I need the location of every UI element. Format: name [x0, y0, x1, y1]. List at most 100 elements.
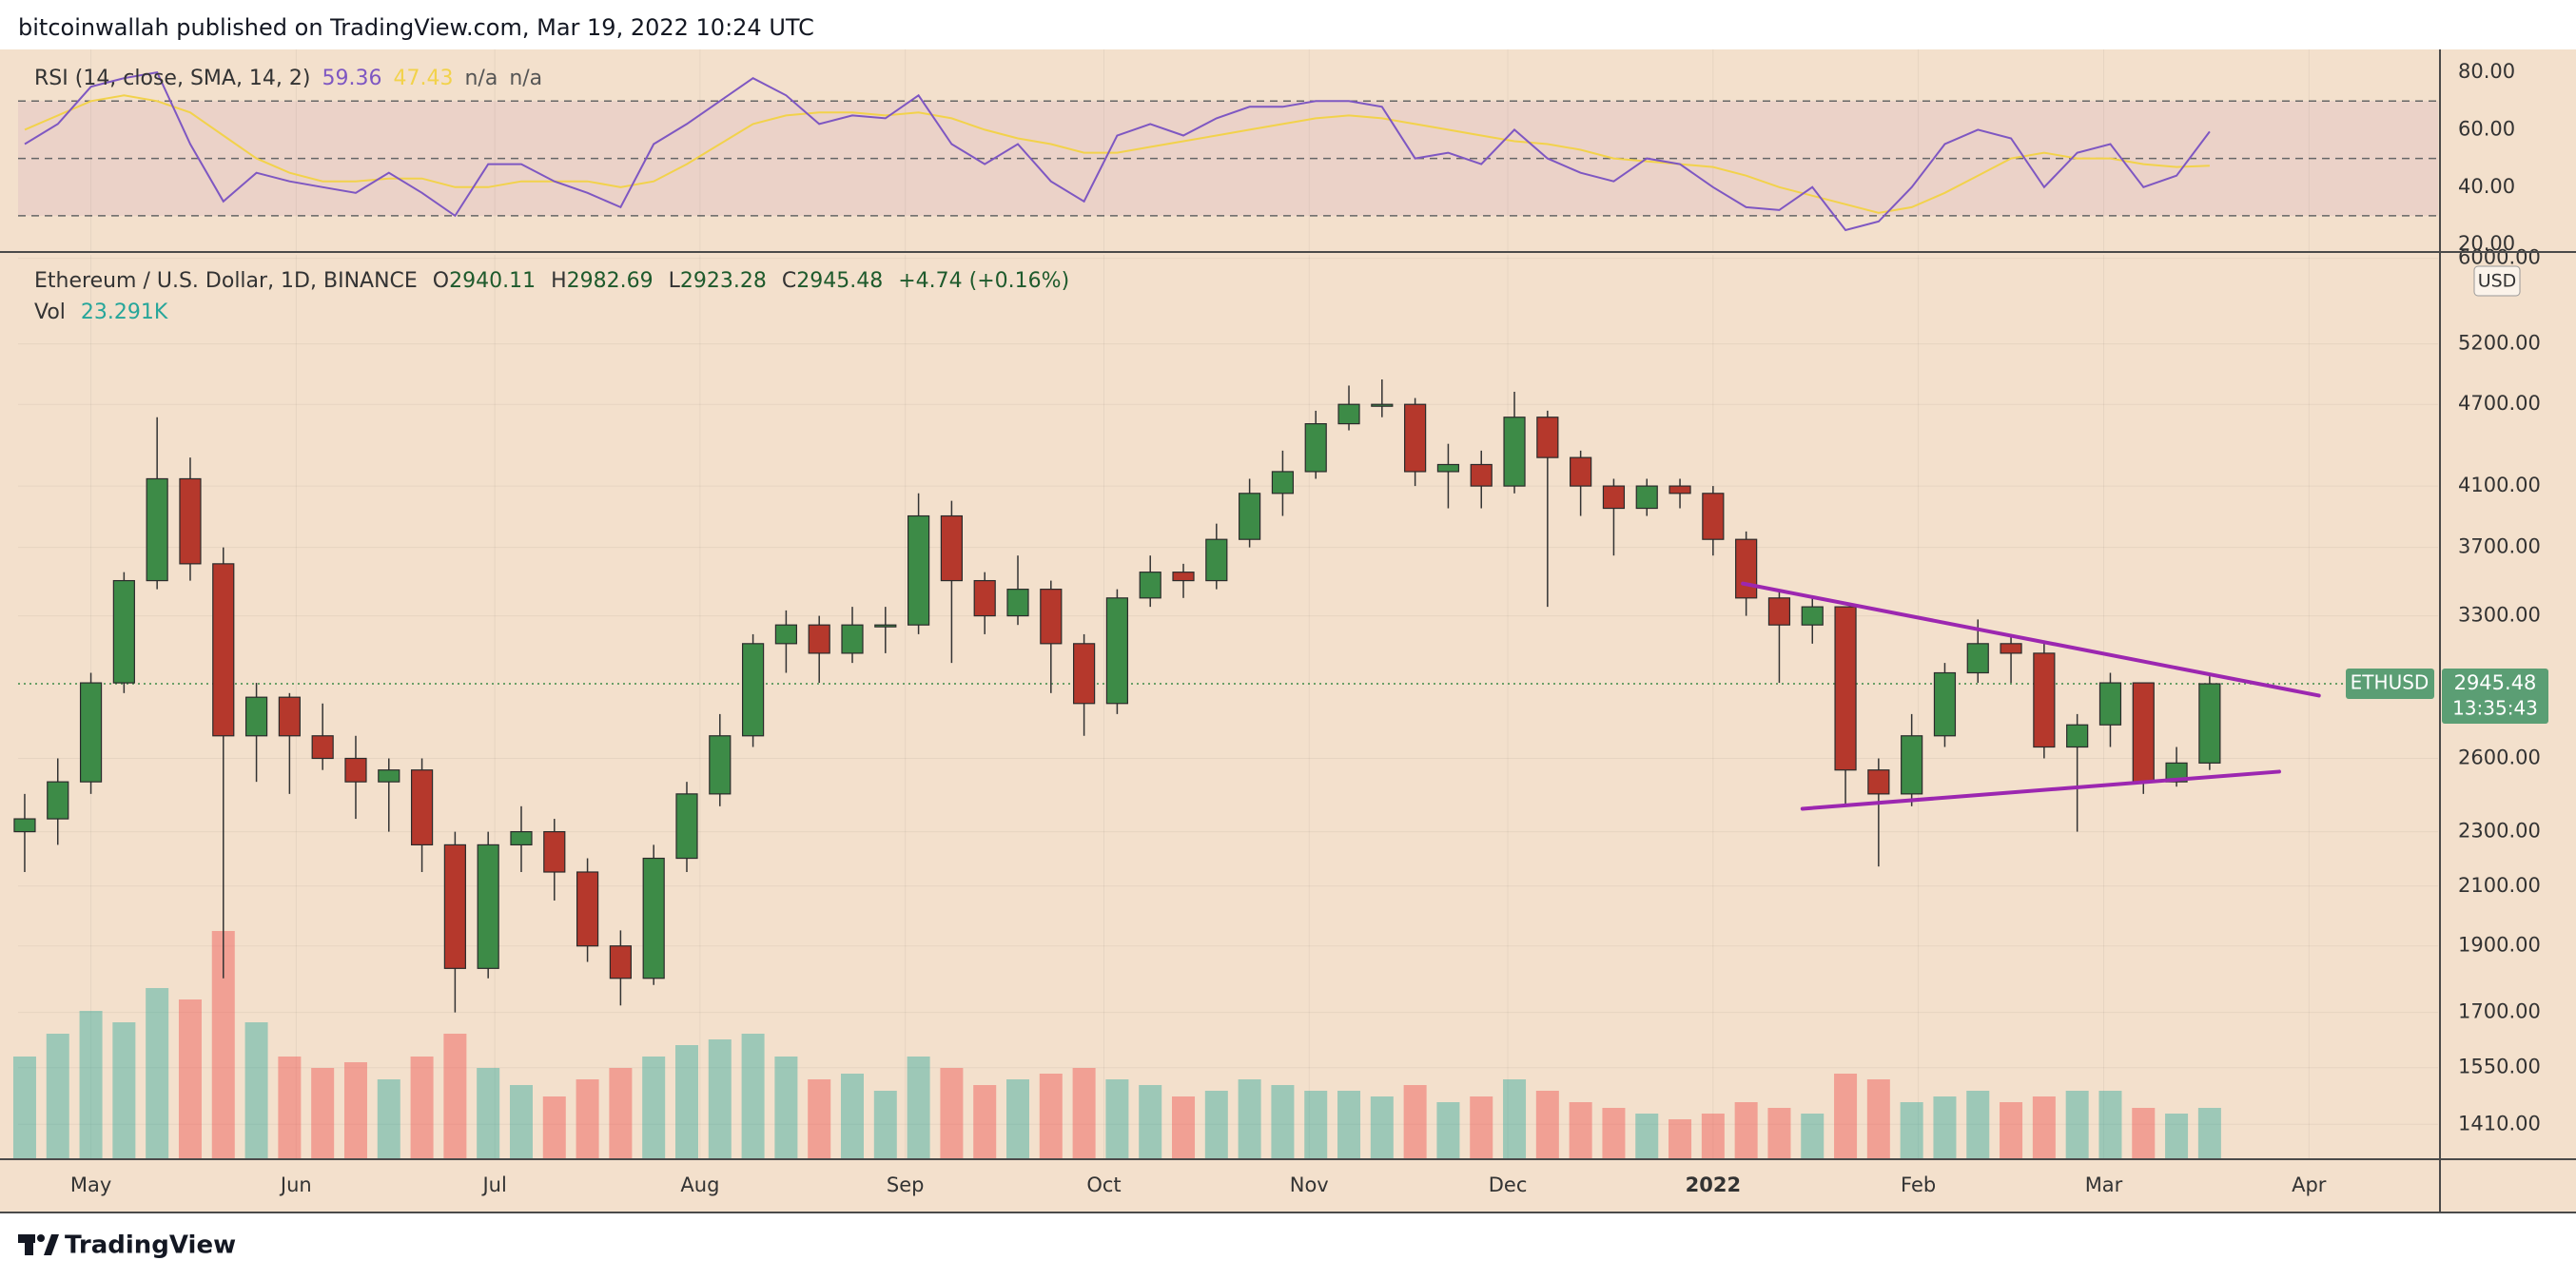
volume-bar [1403, 1085, 1427, 1159]
candle-body [79, 682, 103, 783]
chart-background [0, 49, 2576, 1212]
y-tick-label: 1550.00 [2458, 1056, 2541, 1078]
y-tick-label: 6000.00 [2458, 246, 2541, 269]
candle-body [344, 757, 367, 783]
candle-body [510, 830, 533, 846]
volume-bar [1569, 1102, 1592, 1159]
price-pane: May Jun Jul Aug Sep Oct Nov Dec 2022 Feb Mar Apr 600… [12, 246, 2548, 1196]
logo-stem [25, 1234, 33, 1255]
volume-bar [244, 1022, 268, 1159]
volume-bar [1933, 1096, 1957, 1159]
x-tick-label: Apr [2292, 1173, 2327, 1196]
candle-body [1239, 493, 1261, 540]
candle-body [1105, 597, 1129, 705]
ohlc-legend-label: C [782, 269, 796, 293]
volume-bar [873, 1091, 897, 1159]
candle-body [1536, 417, 1559, 458]
volume-bar [1470, 1096, 1493, 1159]
rsi-legend-value: n/a [509, 67, 542, 90]
candle-body [973, 579, 996, 617]
candle-body [47, 781, 69, 820]
ohlc-legend-value: 2940.11 [449, 269, 536, 293]
volume-bar [808, 1079, 831, 1159]
candle-body [410, 769, 434, 846]
volume-bar [79, 1011, 103, 1159]
x-tick-label: Oct [1086, 1173, 1121, 1196]
volume-bar [1172, 1096, 1196, 1159]
rsi-legend-value: 47.43 [393, 67, 453, 90]
rsi-tick-label: 80.00 [2458, 60, 2515, 83]
volume-bar [1866, 1079, 1890, 1159]
footer-brand: TradingView [65, 1232, 236, 1260]
volume-bar [2132, 1108, 2156, 1159]
volume-bar [1535, 1091, 1559, 1159]
volume-bar [1966, 1091, 1990, 1159]
candle-body [443, 844, 466, 969]
volume-bar [1006, 1079, 1030, 1159]
x-tick-label: Jun [279, 1173, 312, 1196]
volume-bar [1834, 1074, 1858, 1159]
candle-body [1337, 403, 1360, 425]
x-tick-label: Feb [1901, 1173, 1936, 1196]
volume-bar [708, 1039, 732, 1159]
candle-body [1702, 493, 1725, 540]
volume-bar [1238, 1079, 1261, 1159]
y-tick-label: 2600.00 [2458, 746, 2541, 768]
volume-bar [278, 1057, 302, 1159]
volume-bar [1767, 1108, 1791, 1159]
logo-slash [44, 1234, 59, 1255]
candle-body [146, 477, 168, 582]
volume-bar [1039, 1074, 1063, 1159]
volume-bar [1602, 1108, 1626, 1159]
candle-body [1834, 606, 1857, 771]
candle-body [874, 624, 897, 628]
volume-bar [46, 1034, 69, 1159]
x-tick-label: Sep [887, 1173, 925, 1196]
currency-label: USD [2478, 271, 2517, 292]
candle-body [1371, 403, 1394, 407]
candle-body [907, 514, 930, 626]
y-tick-label: 4100.00 [2458, 474, 2541, 496]
footer-logo: TradingView [18, 1232, 236, 1260]
candle-body [1040, 589, 1063, 645]
volume-bar [112, 1022, 136, 1159]
candle-body [179, 477, 202, 565]
volume-bar [1105, 1079, 1129, 1159]
y-tick-label: 2100.00 [2458, 874, 2541, 897]
ohlc-legend-label: H [551, 269, 567, 293]
candle-body [112, 579, 135, 684]
candle-body [2033, 652, 2056, 748]
volume-bar [311, 1068, 335, 1159]
candle-body [1470, 463, 1493, 487]
volume-bar [2032, 1096, 2056, 1159]
volume-bar [1139, 1085, 1162, 1159]
candle-body [1139, 572, 1161, 599]
volume-bar [1271, 1085, 1295, 1159]
volume-bar [443, 1034, 467, 1159]
x-tick-label: 2022 [1686, 1173, 1741, 1196]
volume-legend-value: 23.291K [81, 301, 168, 324]
volume-bar [1304, 1091, 1328, 1159]
volume-bar [1370, 1096, 1394, 1159]
ohlc-legend-label: O [433, 269, 449, 293]
candle-body [2066, 724, 2089, 748]
x-tick-label: Jul [480, 1173, 506, 1196]
candle-body [278, 696, 301, 737]
candle-body [841, 624, 864, 654]
volume-bar [1503, 1079, 1527, 1159]
candle-body [2132, 682, 2155, 783]
rsi-tick-label: 60.00 [2458, 117, 2515, 140]
publish-header: bitcoinwallah published on TradingView.c… [18, 14, 814, 41]
y-tick-label: 3300.00 [2458, 604, 2541, 627]
volume-bar [841, 1074, 865, 1159]
y-tick-label: 1700.00 [2458, 1000, 2541, 1023]
volume-bar [741, 1034, 765, 1159]
symbol-label: ETHUSD [2351, 671, 2430, 694]
candle-body [378, 769, 400, 783]
volume-bar [343, 1062, 367, 1159]
candle-body [212, 563, 235, 737]
volume-bar [1801, 1114, 1825, 1159]
